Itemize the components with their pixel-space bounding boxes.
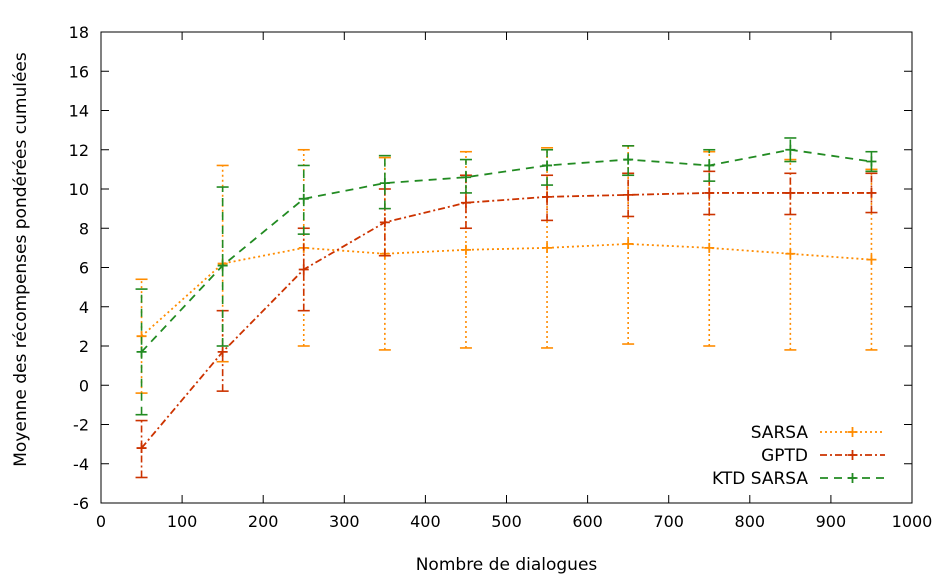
- series-line: [140, 192, 872, 449]
- data-point: [217, 260, 228, 271]
- x-tick-label: 900: [816, 512, 847, 531]
- legend-marker: [847, 427, 858, 437]
- x-tick-label: 400: [410, 512, 441, 531]
- data-point: [298, 193, 309, 204]
- legend-label: SARSA: [751, 423, 809, 443]
- x-tick-label: 1000: [892, 512, 933, 531]
- y-tick-label: 12: [69, 141, 89, 160]
- data-point: [704, 187, 715, 198]
- axis-ticks: 0 100 200 300 400 500 600 700 800 900 1000 -6 -4 -2 0 2…: [69, 23, 933, 531]
- data-point: [542, 242, 553, 253]
- x-tick-label: 200: [248, 512, 279, 531]
- y-tick-label: 0: [79, 376, 89, 395]
- series-ktd-sarsa: [135, 137, 878, 416]
- x-tick-label: 600: [572, 512, 603, 531]
- data-point: [785, 144, 796, 155]
- y-axis-title: Moyenne des récompenses pondérées cumulé…: [11, 52, 31, 467]
- data-point: [460, 172, 471, 183]
- data-point: [785, 248, 796, 259]
- y-tick-label: -4: [73, 455, 89, 474]
- data-point: [623, 189, 634, 200]
- data-point: [217, 346, 228, 357]
- data-point: [136, 443, 147, 454]
- data-point: [704, 160, 715, 171]
- data-point: [623, 238, 634, 249]
- x-tick-label: 500: [491, 512, 522, 531]
- series-line: [140, 243, 872, 337]
- y-tick-label: 4: [79, 298, 89, 317]
- legend-label: GPTD: [761, 446, 808, 466]
- data-point: [623, 154, 634, 165]
- series-line: [140, 148, 872, 353]
- data-point: [542, 191, 553, 202]
- x-tick-label: 100: [167, 512, 198, 531]
- plot-marks: [135, 137, 878, 479]
- x-tick-label: 0: [96, 512, 106, 531]
- data-point: [866, 254, 877, 265]
- legend-marker: [847, 473, 858, 483]
- data-point: [460, 197, 471, 208]
- data-point: [785, 187, 796, 198]
- data-point: [542, 160, 553, 171]
- y-tick-label: 16: [69, 62, 89, 81]
- y-tick-label: 6: [79, 259, 89, 278]
- x-tick-label: 300: [329, 512, 360, 531]
- data-point: [379, 178, 390, 189]
- y-tick-label: -6: [73, 494, 89, 513]
- legend-label: KTD SARSA: [712, 469, 808, 489]
- x-axis-title: Nombre de dialogues: [416, 555, 598, 575]
- y-tick-label: 14: [69, 102, 89, 121]
- y-tick-label: 2: [79, 337, 89, 356]
- x-tick-label: 700: [653, 512, 684, 531]
- data-point: [379, 217, 390, 228]
- data-point: [704, 242, 715, 253]
- data-point: [866, 156, 877, 167]
- y-tick-label: -2: [73, 416, 89, 435]
- legend: SARSA GPTD KTD SARSA: [712, 423, 885, 489]
- y-tick-label: 10: [69, 180, 89, 199]
- y-tick-label: 8: [79, 219, 89, 238]
- legend-marker: [847, 450, 858, 460]
- data-point: [298, 264, 309, 275]
- data-point: [460, 244, 471, 255]
- y-tick-label: 18: [69, 23, 89, 42]
- data-point: [866, 187, 877, 198]
- x-tick-label: 800: [735, 512, 766, 531]
- data-point: [136, 346, 147, 357]
